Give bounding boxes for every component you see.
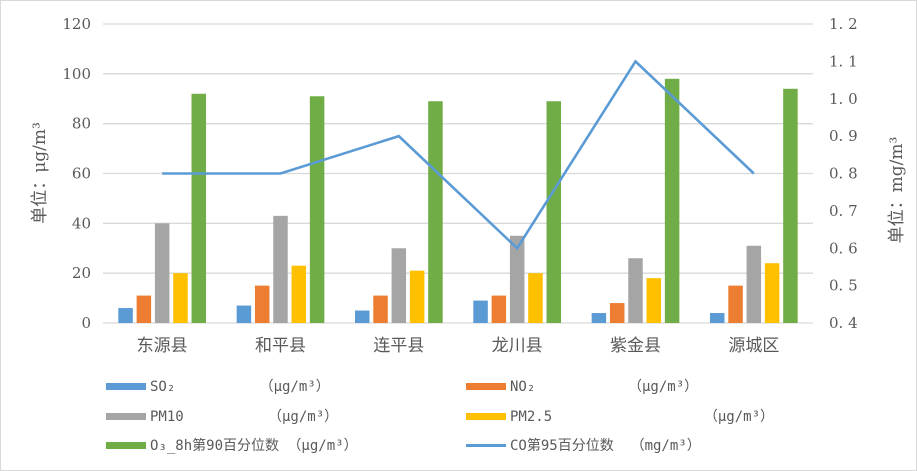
legend-bar-swatch-icon — [106, 412, 146, 420]
legend-item: PM10 （μg/m³） — [106, 406, 338, 426]
legend-bar-swatch-icon — [466, 382, 506, 390]
bar — [391, 248, 407, 323]
bar — [646, 278, 662, 323]
legend-label: NO₂ （μg/m³） — [510, 379, 699, 395]
bar — [291, 265, 307, 323]
legend-bar-swatch-icon — [106, 441, 146, 449]
category-label: 东源县 — [137, 336, 188, 356]
bar — [746, 245, 762, 323]
bar — [236, 305, 252, 323]
left-tick-label: 60 — [72, 165, 91, 183]
right-tick-label: 1. 1 — [829, 52, 858, 70]
left-tick-label: 20 — [72, 264, 91, 282]
right-tick-label: 0. 5 — [829, 277, 858, 295]
category-label: 和平县 — [255, 336, 306, 356]
right-tick-label: 0. 8 — [829, 165, 858, 183]
legend-label: O₃_8h第90百分位数 （μg/m³） — [150, 438, 358, 454]
legend-label: SO₂ （μg/m³） — [150, 379, 330, 395]
bar — [546, 101, 562, 323]
co-line — [162, 59, 755, 251]
legend-label: PM2.5 （μg/m³） — [510, 409, 775, 425]
bar — [428, 101, 443, 323]
gridlines — [103, 23, 813, 324]
right-tick-label: 0. 6 — [829, 239, 858, 257]
bar — [509, 235, 525, 323]
left-axis-title: 单位：μg/m³ — [30, 122, 50, 224]
category-label: 源城区 — [728, 336, 779, 356]
bar — [373, 295, 388, 323]
right-tick-label: 0. 7 — [829, 202, 858, 220]
left-tick-label: 0 — [81, 314, 91, 332]
legend-item: NO₂ （μg/m³） — [466, 376, 698, 396]
bar — [709, 313, 725, 323]
left-axis-ticks: 0 20 40 60 80 100 120 — [62, 15, 91, 332]
bar — [409, 270, 425, 323]
legend-label: PM10 （μg/m³） — [150, 409, 339, 425]
right-tick-label: 1. 2 — [829, 15, 858, 33]
bar — [136, 295, 152, 323]
legend-item: PM2.5 （μg/m³） — [466, 406, 774, 426]
category-axis-labels: 东源县 和平县 连平县 龙川县 紫金县 源城区 — [137, 336, 780, 356]
legend-label: CO第95百分位数 （mg/m³） — [510, 438, 701, 454]
category-label: 连平县 — [373, 336, 424, 356]
bar — [473, 300, 488, 323]
bar — [728, 285, 743, 323]
category-label: 紫金县 — [610, 336, 661, 356]
bar — [764, 263, 780, 323]
category-label: 龙川县 — [492, 336, 543, 356]
bar — [609, 303, 625, 323]
right-tick-label: 0. 9 — [829, 127, 858, 145]
bar — [528, 273, 543, 323]
bar — [173, 273, 188, 323]
bar-series — [118, 78, 798, 324]
bar — [591, 313, 607, 323]
legend-item: SO₂ （μg/m³） — [106, 376, 330, 396]
right-axis-title: 单位：mg/m³ — [887, 137, 907, 244]
right-tick-label: 0. 4 — [829, 314, 858, 332]
legend-item: O₃_8h第90百分位数 （μg/m³） — [106, 435, 358, 455]
legend-bar-swatch-icon — [466, 412, 506, 420]
bar — [273, 215, 288, 323]
bar — [354, 310, 370, 323]
left-tick-label: 40 — [72, 214, 91, 232]
bar — [664, 78, 680, 323]
right-axis-ticks: 0. 4 0. 5 0. 6 0. 7 0. 8 0. 9 1. 0 1. 1 1. 2 — [829, 15, 858, 332]
line-series — [162, 59, 755, 251]
left-tick-label: 120 — [62, 15, 91, 33]
bar — [254, 285, 270, 323]
legend-line-swatch-icon — [466, 443, 506, 447]
bar — [154, 223, 170, 323]
bar — [783, 88, 798, 324]
right-tick-label: 1. 0 — [829, 90, 858, 108]
left-tick-label: 80 — [72, 115, 91, 133]
legend-bar-swatch-icon — [106, 382, 146, 390]
bar — [491, 295, 507, 323]
left-tick-label: 100 — [62, 65, 91, 83]
bar — [191, 93, 207, 324]
bar — [628, 258, 643, 323]
bar — [118, 308, 133, 323]
legend-item: CO第95百分位数 （mg/m³） — [466, 435, 701, 455]
bar — [309, 96, 325, 323]
